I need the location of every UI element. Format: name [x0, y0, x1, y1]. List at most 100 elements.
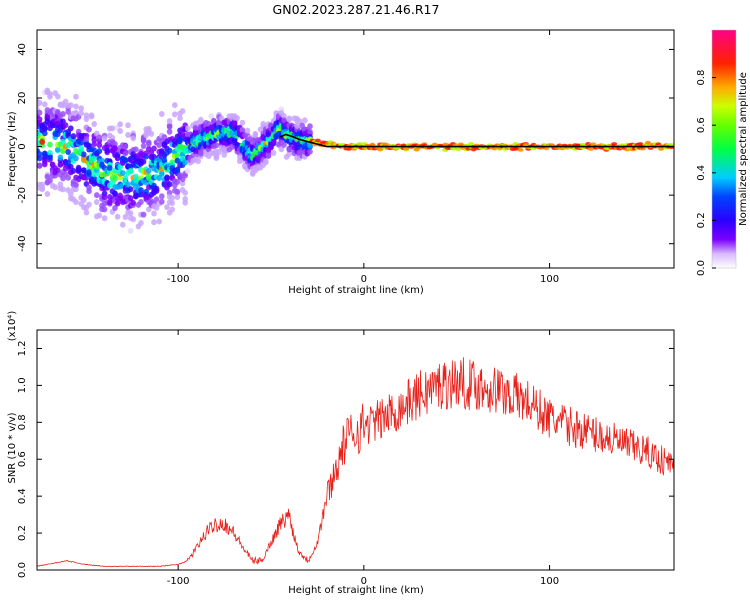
heatmap-cell: [96, 142, 103, 149]
heatmap-cell: [281, 141, 287, 148]
colorbar-gradient: [712, 30, 736, 268]
heatmap-cell: [57, 161, 64, 168]
heatmap-cell: [125, 181, 131, 188]
heatmap-cell: [517, 148, 524, 152]
heatmap-cell: [122, 143, 129, 150]
snr-plot-frame: [36, 329, 675, 571]
x-tick-label: 100: [540, 576, 559, 587]
heatmap-cell: [55, 93, 61, 100]
heatmap-cell: [161, 134, 168, 141]
heatmap-cell: [156, 218, 162, 225]
heatmap-cell: [125, 122, 131, 129]
heatmap-cell: [468, 141, 475, 146]
heatmap-cell: [314, 138, 321, 143]
y-tick-label: 40: [17, 43, 28, 56]
heatmap-cell: [234, 114, 240, 121]
heatmap-cell: [94, 192, 100, 199]
heatmap-cell: [140, 142, 147, 149]
heatmap-cell: [239, 127, 246, 134]
heatmap-cell: [151, 219, 157, 226]
heatmap-cell: [307, 128, 313, 135]
heatmap-cell: [88, 112, 95, 119]
x-tick-label: 0: [361, 576, 367, 587]
heatmap-cell: [151, 210, 157, 217]
heatmap-cell: [177, 136, 183, 143]
heatmap-cell: [307, 123, 313, 130]
heatmap-cell: [182, 199, 188, 206]
heatmap-cell: [73, 181, 79, 188]
heatmap-cell: [37, 162, 43, 169]
x-tick-label: 100: [540, 274, 559, 285]
snr-panel: -100 0 100 0.0 0.2 0.4 0.6 0.8 1.0 1.2 Height of…: [7, 311, 675, 596]
heatmap-cell: [645, 140, 651, 145]
heatmap-cell: [146, 167, 152, 174]
heatmap-cell: [47, 154, 53, 161]
heatmap-cell: [37, 155, 43, 162]
heatmap-cell: [143, 150, 149, 157]
heatmap-cell: [172, 102, 178, 109]
y-tick-label: 0.0: [17, 562, 28, 578]
y-tick-label: -40: [17, 236, 28, 252]
heatmap-cell: [270, 150, 277, 157]
y-tick-label: 1.0: [17, 377, 28, 393]
heatmap-cell: [37, 109, 43, 116]
heatmap-cell: [91, 155, 97, 162]
heatmap-cell: [65, 174, 71, 181]
heatmap-cell: [140, 158, 147, 165]
heatmap-cell: [153, 187, 160, 194]
heatmap-cell: [198, 116, 204, 123]
y-tick-label: 0.2: [17, 525, 28, 541]
heatmap-cell: [52, 184, 58, 191]
heatmap-cell: [86, 201, 92, 208]
heatmap-cell: [455, 147, 462, 151]
colorbar: 0.0 0.2 0.4 0.6 0.8 Normalized spectral ampl…: [696, 29, 749, 276]
heatmap-cell: [96, 212, 103, 219]
snr-line-series: [37, 357, 674, 568]
heatmap-cell: [130, 216, 136, 223]
heatmap-cell: [112, 204, 118, 211]
heatmap-cell: [81, 151, 87, 158]
heatmap-cell: [112, 146, 118, 153]
heatmap-cell: [127, 186, 134, 193]
heatmap-cell: [78, 105, 84, 112]
heatmap-cell: [112, 190, 118, 197]
heatmap-cell: [138, 187, 144, 194]
heatmap-cell: [174, 152, 181, 159]
heatmap-cell: [47, 149, 53, 156]
heatmap-cell: [302, 117, 308, 124]
heatmap-cell: [151, 145, 157, 152]
heatmap-cell: [127, 227, 134, 234]
heatmap-cell: [114, 213, 121, 220]
heatmap-cell: [169, 206, 175, 213]
heatmap-cell: [94, 198, 100, 205]
heatmap-cell: [81, 167, 87, 174]
heatmap-cell: [78, 145, 84, 152]
heatmap-cell: [55, 146, 61, 153]
heatmap-cell: [270, 139, 277, 146]
heatmap-cell: [130, 135, 136, 142]
heatmap-cells: [37, 87, 674, 234]
snr-y-ticks: 0.0 0.2 0.4 0.6 0.8 1.0 1.2: [17, 341, 674, 578]
heatmap-cell: [185, 168, 191, 175]
heatmap-cell: [179, 108, 186, 115]
heatmap-cell: [83, 136, 90, 143]
colorbar-frame: [711, 29, 737, 269]
heatmap-cell: [101, 206, 108, 213]
heatmap-cell: [161, 157, 168, 164]
heatmap-cell: [120, 221, 126, 228]
x-tick-label: 0: [361, 274, 367, 285]
heatmap-cell: [122, 175, 129, 182]
heatmap-panel: -100 0 100 -40 -20 0 20 40 Height of straight …: [7, 29, 675, 296]
heatmap-cell: [169, 194, 175, 201]
heatmap-cell: [263, 159, 269, 166]
snr-y-multiplier-label: (x10⁴): [7, 311, 18, 342]
heatmap-cell: [86, 126, 92, 133]
y-tick-label: 0.4: [17, 488, 28, 504]
heatmap-cell: [244, 127, 251, 134]
heatmap-cell: [60, 186, 66, 193]
heatmap-cell: [185, 125, 191, 132]
heatmap-cell: [174, 188, 181, 195]
heatmap-cell: [96, 148, 103, 155]
heatmap-cell: [68, 191, 74, 198]
